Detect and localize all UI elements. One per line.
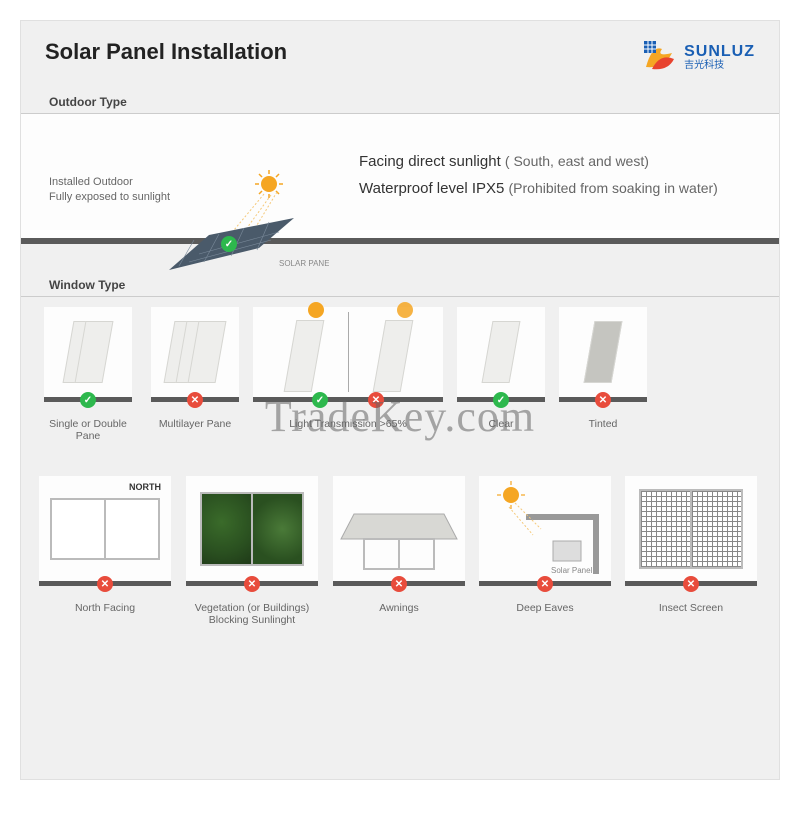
card-label: Clear (488, 418, 513, 430)
svg-text:Solar Panel: Solar Panel (551, 566, 593, 575)
brand-name: SUNLUZ (684, 43, 755, 61)
window-thumb: ✕ (625, 476, 757, 586)
outdoor-text: Facing direct sunlight ( South, east and… (329, 148, 759, 202)
brand-logo: SUNLUZ 吉光科技 (642, 39, 755, 75)
window-card: ✕ Vegetation (or Buildings) Blocking Sun… (185, 476, 319, 626)
solar-panel-icon: SOLAR PANEL (139, 170, 329, 285)
window-card: ✓✕ Light Transmission >65% (253, 307, 443, 442)
outdoor-card: Installed Outdoor Fully exposed to sunli… (21, 114, 779, 244)
window-card: NORTH ✕ North Facing (39, 476, 171, 626)
outdoor-line: Waterproof level IPX5 (Prohibited from s… (359, 175, 759, 202)
section-label-outdoor: Outdoor Type (21, 89, 779, 114)
card-label: Multilayer Pane (159, 418, 231, 430)
outdoor-text-note: ( South, east and west) (505, 153, 649, 169)
window-thumb: Solar Panel ✕ (479, 476, 611, 586)
cross-icon: ✕ (187, 392, 203, 408)
window-card: ✕ Tinted (559, 307, 647, 442)
window-thumb: NORTH ✕ (39, 476, 171, 586)
window-card: ✓ Clear (457, 307, 545, 442)
card-label: Insect Screen (659, 602, 723, 614)
cross-icon: ✕ (595, 392, 611, 408)
check-icon: ✓ (221, 236, 237, 252)
header: Solar Panel Installation SUNLUZ 吉光科技 (21, 21, 779, 85)
outdoor-line: Facing direct sunlight ( South, east and… (359, 148, 759, 175)
logo-text: SUNLUZ 吉光科技 (684, 43, 755, 72)
window-thumb: ✓ (44, 307, 132, 402)
window-thumb: ✕ (333, 476, 465, 586)
window-thumb: ✓✕ (253, 307, 443, 402)
panel-label: SOLAR PANEL (279, 259, 329, 268)
logo-mark-icon (642, 39, 678, 75)
check-icon: ✓ (493, 392, 509, 408)
window-row-2: NORTH ✕ North Facing ✕ Vegetation (or Bu… (21, 446, 779, 630)
window-card: Solar Panel ✕ Deep Eaves (479, 476, 611, 626)
cross-icon: ✕ (244, 576, 260, 592)
window-thumb: ✕ (151, 307, 239, 402)
card-label: Awnings (379, 602, 419, 614)
brand-subtitle: 吉光科技 (684, 60, 755, 71)
outdoor-text-main: Waterproof level IPX5 (359, 180, 504, 197)
cross-icon: ✕ (537, 576, 553, 592)
cross-icon: ✕ (683, 576, 699, 592)
card-label: North Facing (75, 602, 135, 614)
check-icon: ✓ (312, 392, 328, 408)
window-thumb: ✓ (457, 307, 545, 402)
card-label: Single or Double Pane (39, 418, 137, 442)
window-card: ✕ Insect Screen (625, 476, 757, 626)
check-icon: ✓ (80, 392, 96, 408)
card-label: Deep Eaves (516, 602, 573, 614)
window-card: ✕ Multilayer Pane (151, 307, 239, 442)
page-title: Solar Panel Installation (45, 39, 287, 65)
window-thumb: ✕ (559, 307, 647, 402)
window-card: ✕ Awnings (333, 476, 465, 626)
card-label: Vegetation (or Buildings) Blocking Sunli… (185, 602, 319, 626)
window-thumb: ✕ (186, 476, 318, 586)
outdoor-text-note: (Prohibited from soaking in water) (509, 180, 718, 196)
cross-icon: ✕ (97, 576, 113, 592)
card-label: Tinted (589, 418, 618, 430)
section-label-window: Window Type (21, 272, 779, 297)
cross-icon: ✕ (368, 392, 384, 408)
window-card: ✓ Single or Double Pane (39, 307, 137, 442)
window-row-1: ✓ Single or Double Pane ✕ Multilayer Pan… (21, 297, 779, 446)
cross-icon: ✕ (391, 576, 407, 592)
outdoor-text-main: Facing direct sunlight (359, 153, 501, 170)
infographic-page: Solar Panel Installation SUNLUZ 吉光科技 Out… (20, 20, 780, 780)
card-label: Light Transmission >65% (289, 418, 407, 430)
